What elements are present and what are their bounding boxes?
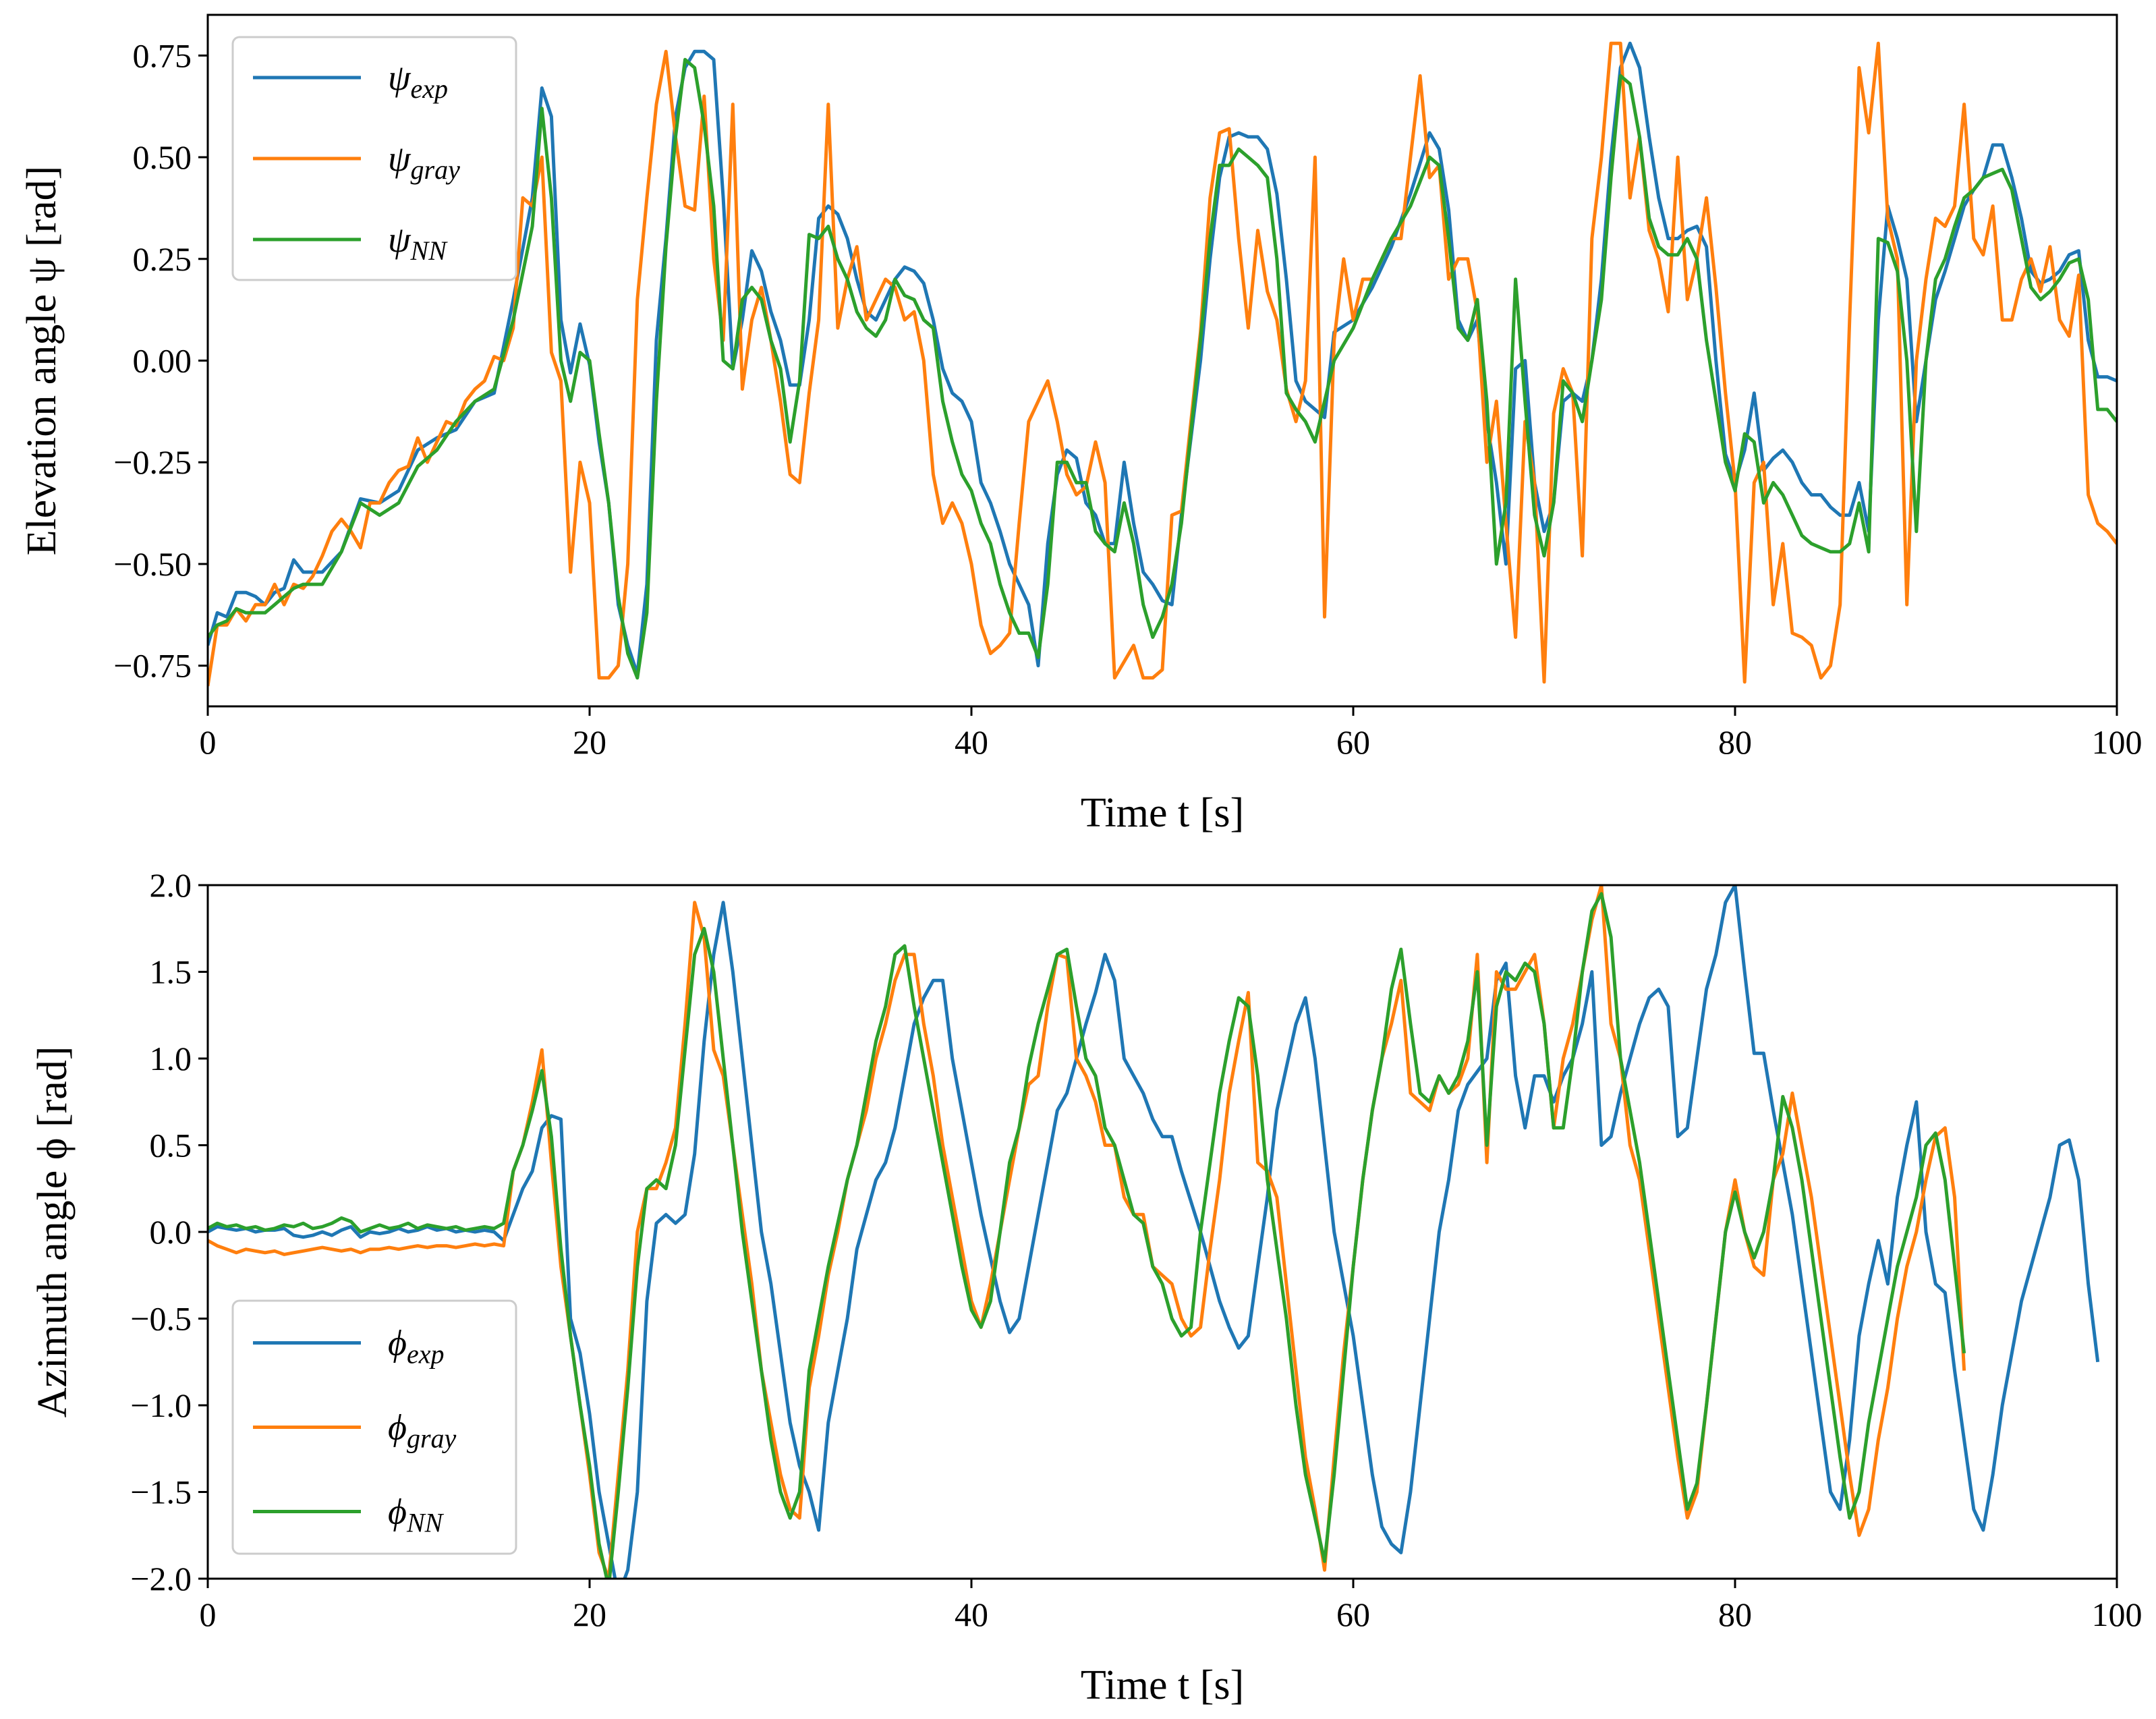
elevation-legend-subscript: gray	[411, 154, 461, 185]
elevation-series-group	[208, 41, 2117, 687]
azimuth-y-tick-label: −1.5	[130, 1473, 192, 1511]
azimuth-y-tick-label: −0.5	[130, 1300, 192, 1338]
elevation-y-tick-label: 0.25	[133, 240, 192, 278]
azimuth-y-ticks: 2.0 1.5 1.0 0.5 0.0 −0.5 −1.0 −1.5 −2.0	[130, 866, 208, 1598]
azimuth-legend-symbol: ϕ	[388, 1407, 407, 1448]
azimuth-y-tick-label: 2.0	[150, 866, 192, 904]
azimuth-y-tick-label: 1.5	[150, 953, 192, 991]
elevation-x-tick-label: 80	[1718, 723, 1752, 761]
azimuth-legend-symbol: ϕ	[388, 1492, 407, 1532]
elevation-y-tick-label: 0.50	[133, 138, 192, 176]
azimuth-y-tick-label: 1.0	[150, 1040, 192, 1077]
azimuth-x-tick-label: 0	[200, 1596, 217, 1633]
azimuth-series-line-2	[208, 885, 1966, 1579]
elevation-x-tick-label: 0	[200, 723, 217, 761]
elevation-legend-label-2: ψgray	[388, 138, 460, 185]
azimuth-x-tick-label: 60	[1336, 1596, 1370, 1633]
elevation-legend-symbol: ψ	[388, 219, 412, 260]
azimuth-series-line-1	[208, 885, 2100, 1579]
azimuth-legend-subscript: exp	[407, 1339, 445, 1370]
elevation-x-axis-label: Time t [s]	[1081, 790, 1244, 836]
elevation-legend-symbol: ψ	[388, 57, 412, 98]
azimuth-x-ticks: 0 20 40 60 80 100	[200, 1579, 2143, 1633]
azimuth-y-tick-label: 0.5	[150, 1127, 192, 1164]
azimuth-legend-subscript: gray	[407, 1424, 457, 1454]
azimuth-legend-symbol: ϕ	[388, 1323, 407, 1363]
azimuth-x-axis-label: Time t [s]	[1081, 1662, 1244, 1708]
elevation-legend-subscript: exp	[411, 74, 449, 104]
elevation-x-ticks: 0 20 40 60 80 100	[200, 706, 2143, 761]
azimuth-y-tick-label: −1.0	[130, 1386, 192, 1424]
elevation-panel: 0 20 40 60 80 100 0.75 0.50 0.25 0.00 −0.25 −0.50 −…	[19, 13, 2143, 836]
elevation-legend-label-3: ψNN	[388, 219, 448, 266]
elevation-x-tick-label: 100	[2092, 723, 2143, 761]
elevation-series-line-2	[208, 41, 2117, 687]
azimuth-y-tick-label: 0.0	[150, 1213, 192, 1251]
elevation-legend-box	[231, 36, 517, 281]
azimuth-legend-label-1: ϕexp	[388, 1323, 444, 1370]
elevation-legend-subscript: NN	[410, 235, 449, 266]
elevation-series-line-3	[208, 57, 2117, 680]
azimuth-y-axis-label: Azimuth angle ϕ [rad]	[30, 1046, 76, 1418]
elevation-y-tick-label: 0.00	[133, 342, 192, 380]
azimuth-legend-box	[231, 1299, 517, 1555]
azimuth-y-tick-label: −2.0	[130, 1560, 192, 1598]
azimuth-x-tick-label: 20	[573, 1596, 606, 1633]
elevation-y-tick-label: −0.75	[113, 647, 192, 685]
elevation-x-tick-label: 20	[573, 723, 606, 761]
azimuth-series-line-3	[208, 892, 1966, 1579]
elevation-x-tick-label: 60	[1336, 723, 1370, 761]
elevation-legend-label-1: ψexp	[388, 57, 448, 104]
elevation-y-ticks: 0.75 0.50 0.25 0.00 −0.25 −0.50 −0.75	[113, 36, 208, 685]
elevation-y-tick-label: −0.50	[113, 545, 192, 583]
elevation-y-axis-label: Elevation angle ψ [rad]	[19, 166, 65, 556]
azimuth-legend-label-2: ϕgray	[388, 1407, 457, 1454]
azimuth-series-group	[208, 885, 2100, 1579]
elevation-x-tick-label: 40	[955, 723, 988, 761]
azimuth-legend-label-3: ϕNN	[388, 1492, 445, 1538]
elevation-y-tick-label: −0.25	[113, 443, 192, 481]
elevation-y-tick-label: 0.75	[133, 36, 192, 74]
azimuth-x-tick-label: 40	[955, 1596, 988, 1633]
azimuth-panel: 0 20 40 60 80 100 2.0 1.5 1.0 0.5 0.0 −0.5 −1.0 −1.5…	[30, 866, 2143, 1708]
azimuth-legend-subscript: NN	[406, 1508, 445, 1538]
azimuth-x-tick-label: 80	[1718, 1596, 1752, 1633]
azimuth-x-tick-label: 100	[2092, 1596, 2143, 1633]
elevation-legend-symbol: ψ	[388, 138, 412, 179]
